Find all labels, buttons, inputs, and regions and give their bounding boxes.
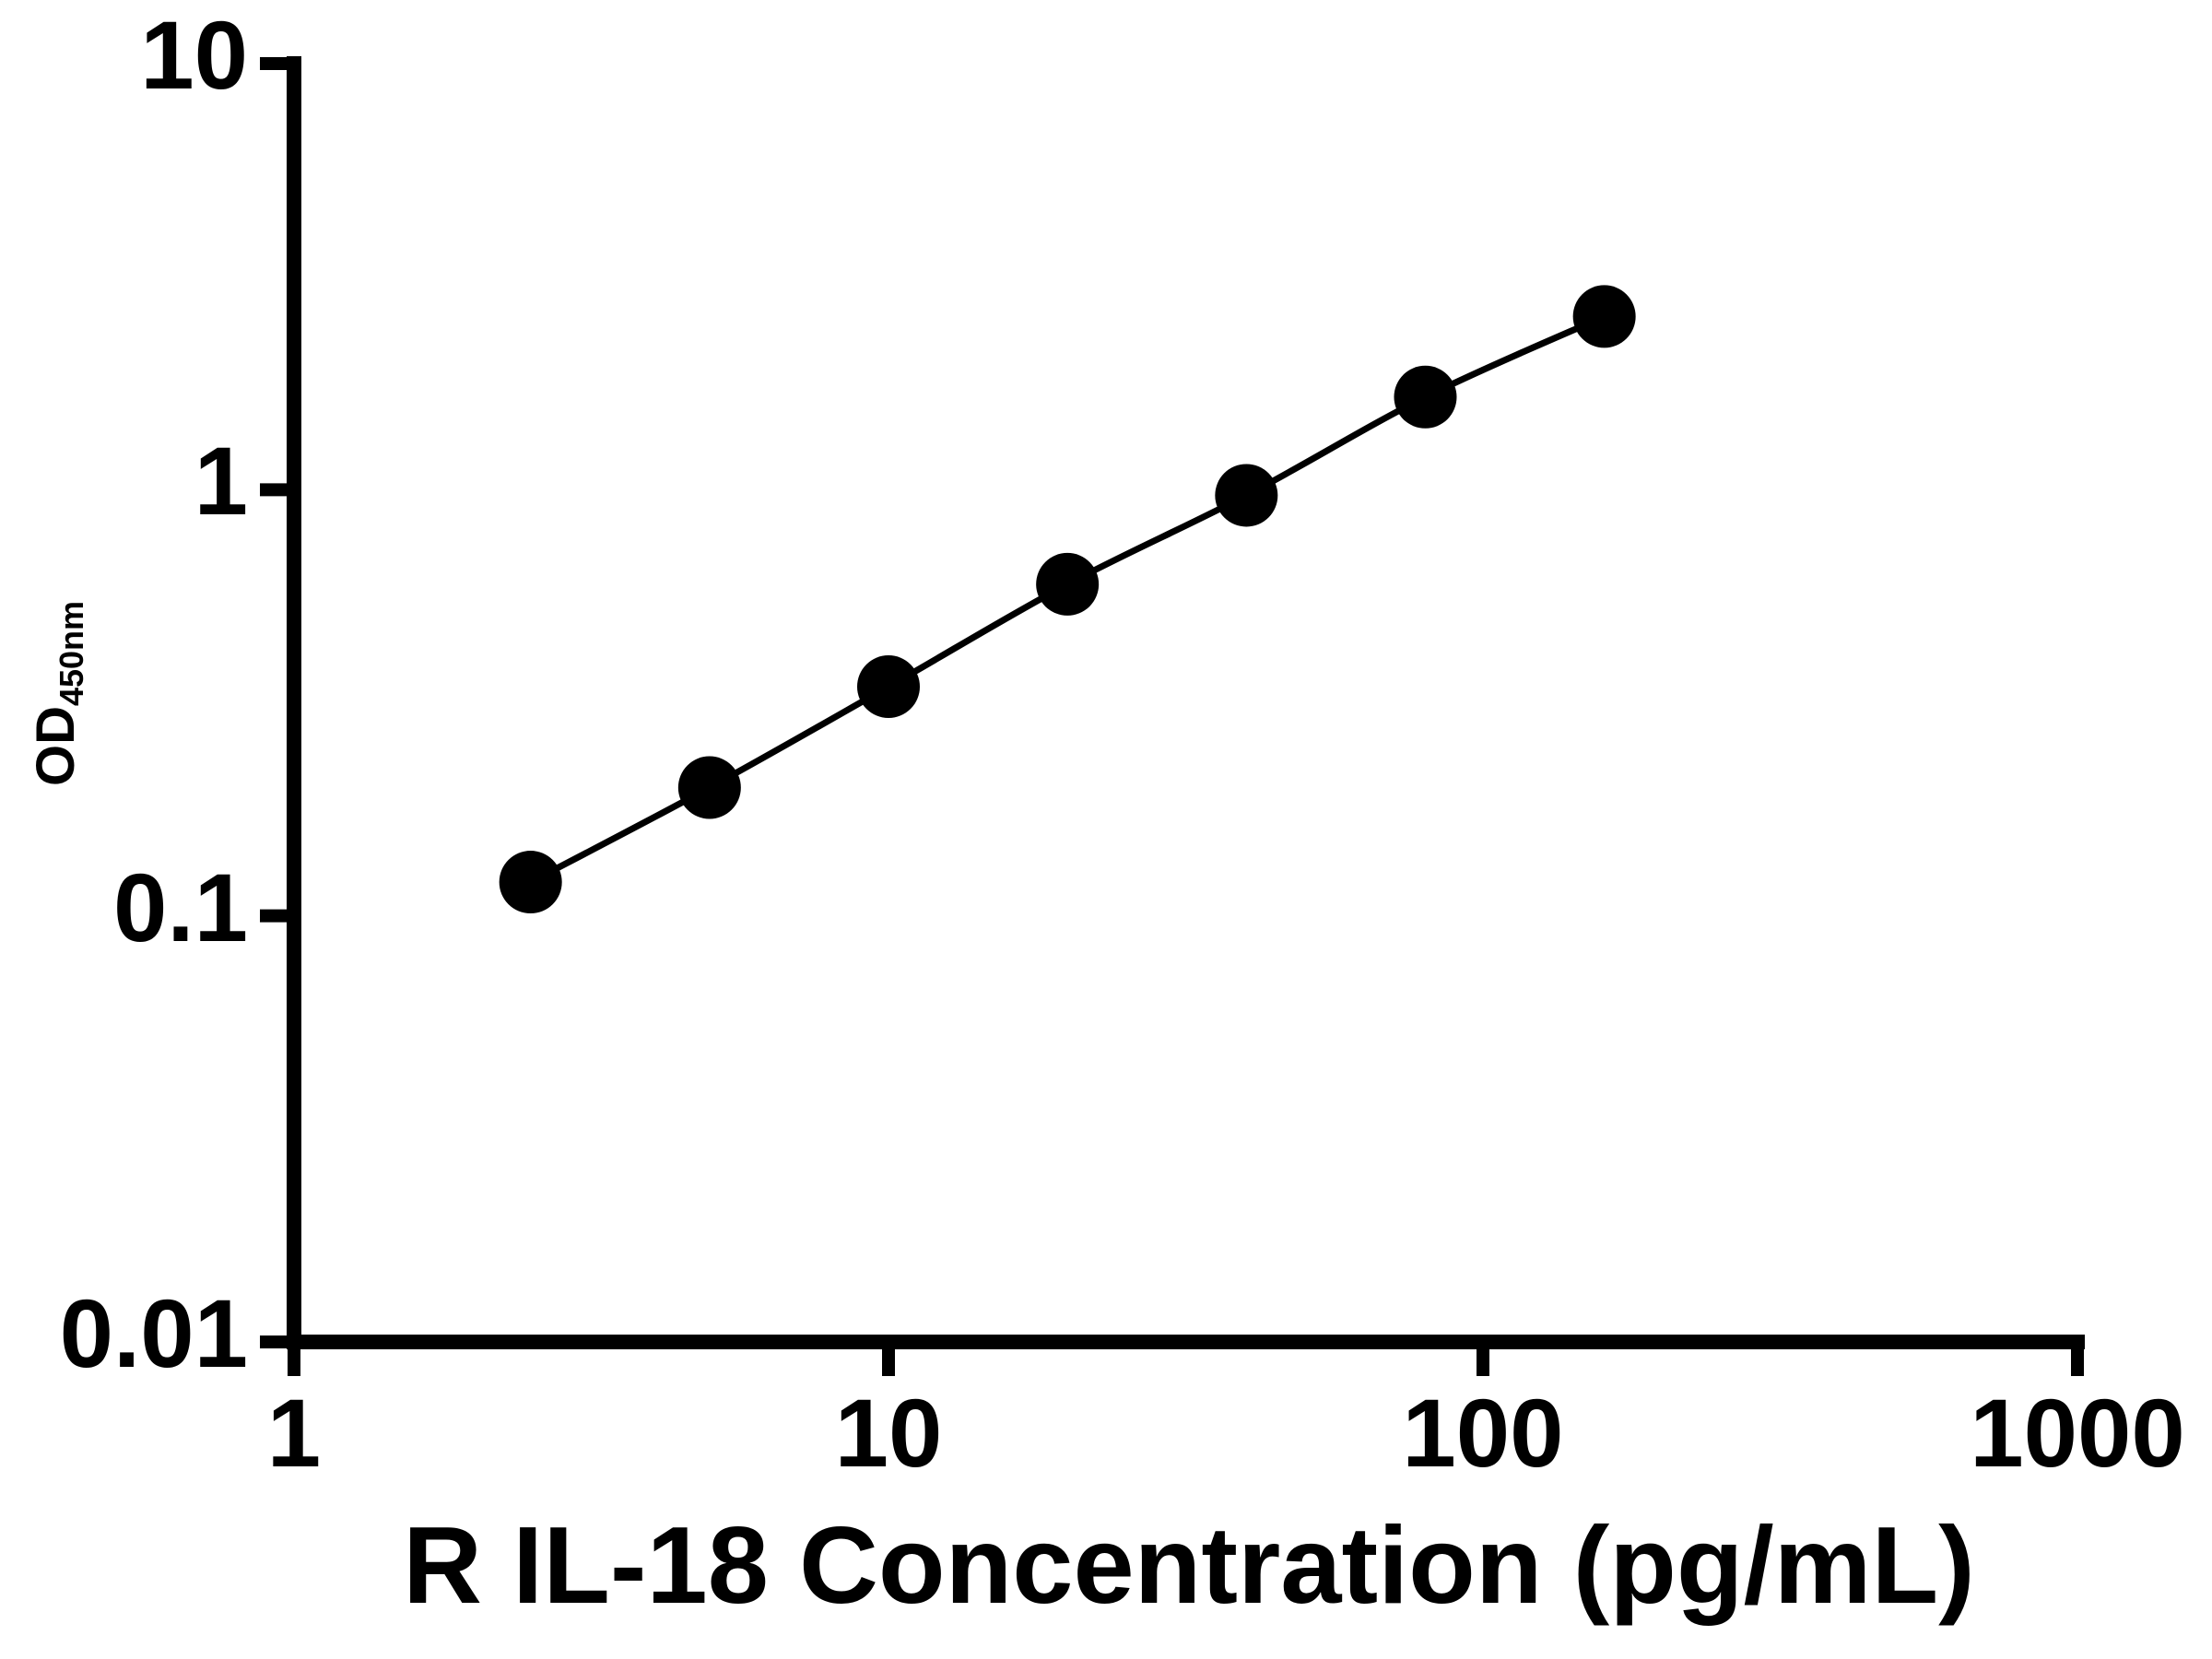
- svg-text:OD450nm: OD450nm: [26, 601, 90, 786]
